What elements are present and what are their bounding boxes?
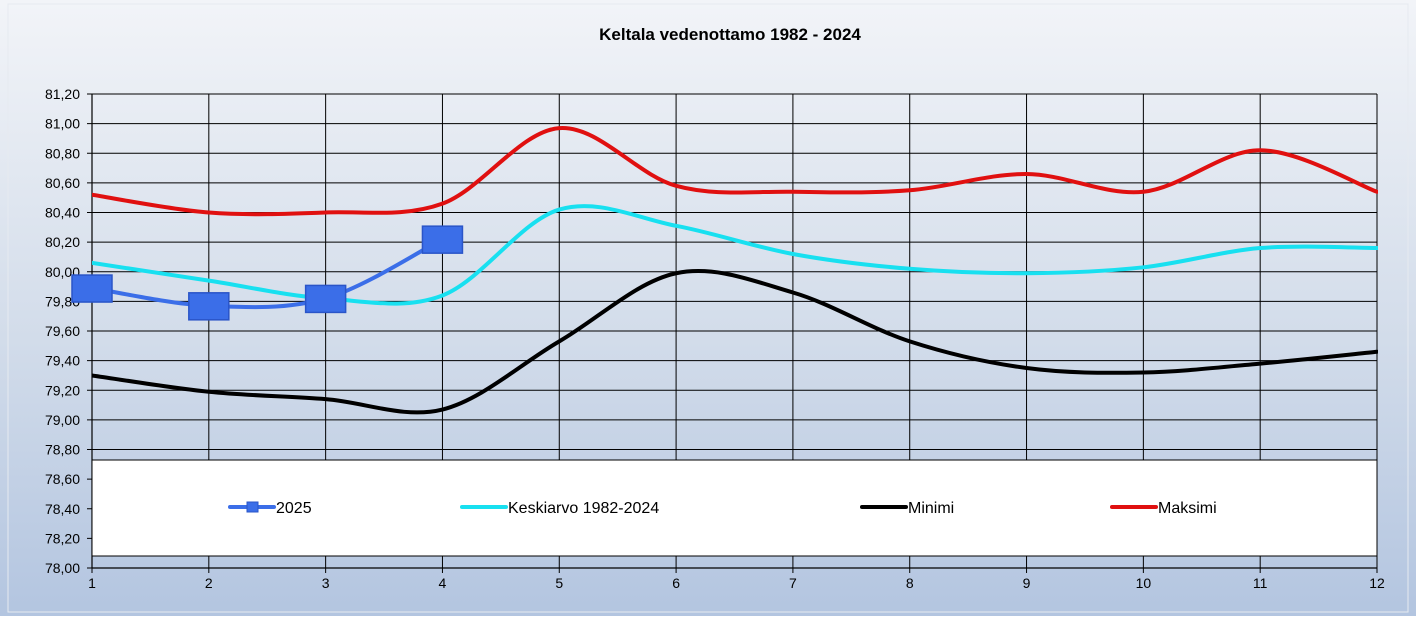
y-tick-label: 78,20 xyxy=(45,530,80,546)
legend: 2025 Keskiarvo 1982-2024 Minimi Maksimi xyxy=(228,500,1217,517)
series-line-2 xyxy=(92,269,1378,415)
y-tick-label: 78,40 xyxy=(45,501,80,517)
y-tick-label: 80,80 xyxy=(45,145,80,161)
y-tick-label: 78,80 xyxy=(45,442,80,458)
legend-box xyxy=(91,459,1378,557)
y-tick-label: 80,20 xyxy=(45,234,80,250)
y-tick-label: 80,60 xyxy=(45,175,80,191)
chart-title: Keltala vedenottamo 1982 - 2024 xyxy=(599,25,861,44)
legend-label: 2025 xyxy=(276,500,312,517)
x-tick-label: 11 xyxy=(1253,575,1268,591)
y-tick-label: 78,60 xyxy=(45,471,80,487)
y-tick-label: 79,60 xyxy=(45,323,80,339)
data-point-marker xyxy=(71,274,113,303)
y-tick-label: 81,00 xyxy=(45,116,80,132)
x-tick-label: 12 xyxy=(1369,575,1385,591)
y-tick-label: 78,00 xyxy=(45,560,80,576)
x-tick-label: 9 xyxy=(1023,575,1031,591)
series-line-3 xyxy=(92,126,1378,217)
x-tick-label: 8 xyxy=(906,575,914,591)
axes: 78,00 78,20 78,40 78,60 78,80 79,00 79,20 79,40… xyxy=(45,86,1385,591)
series-line-0 xyxy=(92,237,445,310)
x-tick-label: 2 xyxy=(205,575,213,591)
y-tick-label: 79,00 xyxy=(45,412,80,428)
y-tick-label: 81,20 xyxy=(45,86,80,102)
data-point-marker xyxy=(304,284,347,314)
legend-label: Maksimi xyxy=(1158,500,1217,517)
data-point-marker xyxy=(421,225,464,254)
y-tick-label: 79,20 xyxy=(45,382,80,398)
data-point-marker xyxy=(188,292,230,321)
x-tick-label: 1 xyxy=(88,575,96,591)
legend-label: Minimi xyxy=(908,500,954,517)
y-tick-label: 79,40 xyxy=(45,353,80,369)
y-tick-label: 80,40 xyxy=(45,205,80,221)
x-tick-label: 3 xyxy=(322,575,330,591)
legend-swatch-marker xyxy=(246,501,259,513)
x-tick-label: 10 xyxy=(1136,575,1152,591)
x-tick-label: 6 xyxy=(672,575,680,591)
x-tick-label: 4 xyxy=(439,575,447,591)
legend-box-bg xyxy=(91,459,1378,557)
marker-layer xyxy=(71,225,464,321)
x-tick-label: 5 xyxy=(555,575,563,591)
x-tick-label: 7 xyxy=(789,575,797,591)
chart-outer-frame xyxy=(7,3,1409,613)
legend-label: Keskiarvo 1982-2024 xyxy=(508,500,659,517)
